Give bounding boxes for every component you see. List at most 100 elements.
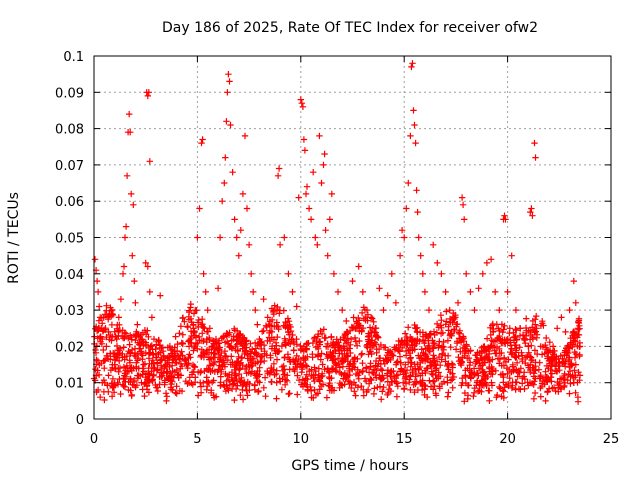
data-point (265, 334, 273, 341)
data-point (446, 332, 454, 339)
data-point (184, 364, 191, 372)
data-point (376, 285, 383, 292)
data-point (350, 314, 357, 321)
data-point (121, 383, 129, 391)
data-point (270, 308, 277, 316)
data-point (145, 89, 152, 96)
data-point (141, 392, 148, 400)
data-point (396, 252, 404, 259)
data-point (331, 344, 338, 351)
data-point (245, 241, 253, 248)
data-point (132, 330, 140, 338)
data-point (290, 339, 298, 346)
data-point (527, 208, 534, 216)
data-point (322, 334, 329, 341)
data-point (397, 359, 404, 366)
data-point (109, 375, 117, 382)
data-point (117, 390, 124, 398)
data-point (275, 165, 283, 172)
data-point (401, 375, 409, 382)
data-point (176, 330, 183, 337)
data-point (114, 381, 122, 388)
data-point (449, 384, 456, 391)
data-point (556, 380, 563, 387)
data-point (268, 316, 276, 324)
data-point (270, 366, 277, 373)
data-point (384, 370, 391, 377)
data-point (369, 315, 376, 322)
data-point (185, 343, 193, 350)
data-point (339, 306, 346, 314)
data-point (529, 212, 536, 219)
data-point (315, 331, 322, 338)
data-point (276, 375, 283, 382)
x-axis-label: GPS time / hours (291, 458, 408, 474)
data-point (510, 368, 517, 375)
data-point (311, 364, 318, 371)
data-point (203, 350, 211, 358)
data-point (405, 179, 412, 187)
data-point (324, 352, 332, 360)
data-point (504, 370, 511, 378)
data-point (109, 383, 116, 390)
data-point (120, 263, 128, 270)
data-point (372, 362, 379, 369)
data-point (246, 380, 253, 388)
data-point (231, 216, 238, 223)
data-point (293, 352, 300, 360)
x-tick-label: 0 (90, 432, 98, 447)
data-point (243, 205, 251, 212)
data-point (126, 359, 134, 366)
data-point (426, 358, 434, 366)
data-point (229, 378, 236, 385)
data-point (164, 361, 171, 368)
data-point (237, 340, 244, 347)
data-point (100, 346, 107, 354)
data-point (93, 277, 101, 285)
data-point (244, 392, 251, 399)
data-point (437, 362, 444, 369)
y-tick-label: 0.01 (55, 377, 84, 392)
data-point (427, 331, 434, 338)
data-point (422, 383, 429, 390)
data-point (227, 361, 234, 368)
data-point (516, 332, 524, 339)
data-point (147, 349, 154, 356)
data-point (537, 343, 544, 350)
data-point (332, 366, 339, 374)
data-point (522, 340, 529, 347)
data-point (263, 323, 270, 331)
data-point (196, 337, 203, 344)
data-point (522, 324, 530, 332)
data-point (358, 383, 365, 390)
data-point (414, 386, 422, 394)
data-point (325, 368, 332, 375)
data-point (465, 348, 472, 355)
data-point (95, 317, 103, 324)
data-point (281, 335, 288, 342)
data-point (550, 384, 558, 391)
data-point (295, 194, 302, 201)
data-point (423, 332, 430, 339)
data-point (566, 306, 573, 314)
data-point (119, 270, 127, 277)
data-point (528, 356, 535, 364)
data-point (252, 306, 259, 314)
data-point (444, 374, 451, 381)
data-point (103, 343, 110, 350)
data-point (367, 348, 374, 355)
data-point (259, 328, 266, 335)
data-point (306, 367, 313, 375)
data-point (413, 378, 420, 385)
data-point (355, 375, 362, 382)
data-point (501, 322, 508, 330)
data-point (326, 380, 333, 387)
data-point (235, 353, 242, 360)
data-point (406, 355, 414, 362)
data-point (149, 357, 156, 364)
data-point (542, 341, 549, 349)
data-point (233, 376, 240, 383)
data-point (161, 365, 168, 372)
data-point (458, 194, 466, 201)
